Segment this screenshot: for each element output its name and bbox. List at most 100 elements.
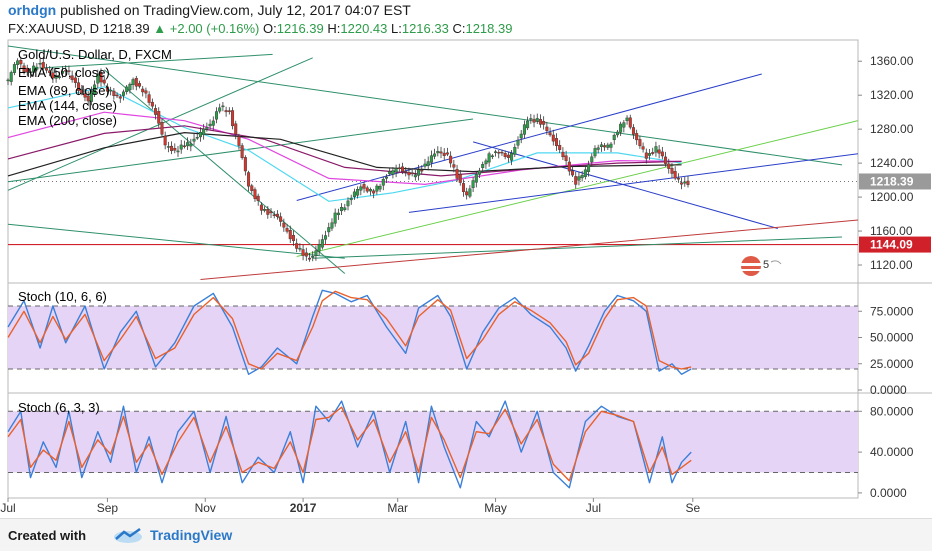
footer-bar: Created with TradingView: [0, 518, 932, 551]
candle-body: [131, 79, 135, 85]
candle-body: [224, 110, 228, 113]
trendline-green: [7, 223, 345, 259]
candle-body: [359, 186, 363, 191]
candle-body: [73, 77, 77, 83]
candle-body: [54, 74, 58, 79]
candle-body: [61, 70, 65, 74]
time-tick-label: Nov: [195, 501, 216, 515]
candle-body: [676, 178, 680, 180]
stoch-tick-label: 0.0000: [870, 486, 907, 500]
price-tick-label: 1120.00: [870, 258, 913, 272]
candle-body: [9, 72, 13, 82]
candle-body: [64, 70, 68, 72]
candle-body: [317, 244, 321, 252]
candle-body: [519, 133, 523, 139]
last-price-label: 1218.39: [870, 174, 914, 188]
candle-body: [141, 88, 145, 93]
candle-body: [542, 121, 546, 125]
high-value: 1220.43: [340, 21, 388, 36]
candle-body: [83, 93, 87, 98]
candle-body: [253, 189, 257, 199]
candle-body: [487, 153, 491, 163]
candle-body: [516, 139, 520, 146]
level-price-label: 1144.09: [870, 238, 913, 252]
candle-body: [237, 136, 241, 146]
candle-body: [622, 122, 626, 128]
candle-body: [538, 119, 542, 125]
candle-body: [243, 157, 247, 172]
ema-line: [7, 131, 682, 177]
candle-body: [461, 183, 465, 192]
candle-body: [503, 153, 507, 157]
candle-body: [198, 131, 202, 138]
trendline-green: [7, 45, 843, 166]
chart-canvas[interactable]: 1360.00 1320.00 1280.00 1240.00 1200.00 1160.…: [0, 0, 932, 518]
low-label: L:: [391, 21, 402, 36]
candle-body: [205, 127, 209, 130]
open-value: 1216.39: [276, 21, 324, 36]
candle-body: [413, 174, 417, 178]
candle-body: [526, 120, 530, 129]
candle-body: [660, 151, 664, 157]
legend-ema50: EMA (50, close): [18, 65, 110, 80]
candle-body: [352, 191, 356, 198]
candle-body: [442, 152, 446, 156]
candle-body: [638, 139, 642, 147]
candle-body: [234, 123, 238, 135]
candle-body: [615, 131, 619, 136]
candle-body: [259, 204, 263, 211]
candle-body: [147, 94, 151, 103]
candle-body: [548, 132, 552, 136]
candle-body: [314, 250, 318, 256]
candle-body: [102, 79, 106, 84]
author-name[interactable]: orhdgn: [8, 2, 57, 18]
candle-body: [436, 151, 440, 154]
event-flag-icon[interactable]: 5: [741, 256, 782, 276]
candle-body: [269, 211, 273, 214]
candle-body: [384, 176, 388, 179]
candle-body: [497, 152, 501, 154]
candle-body: [227, 110, 231, 112]
candle-body: [401, 166, 405, 172]
close-value: 1218.39: [465, 21, 513, 36]
legend-ema89: EMA (89, close): [18, 83, 110, 98]
stoch-line: [7, 289, 692, 375]
candle-body: [44, 68, 48, 71]
candle-body: [189, 143, 193, 147]
candle-body: [458, 173, 462, 183]
candle-body: [48, 70, 52, 74]
candle-body: [388, 171, 392, 175]
candle-body: [410, 172, 414, 175]
candle-body: [564, 155, 568, 161]
candle-body: [558, 145, 562, 150]
price-tick-label: 1280.00: [870, 122, 914, 136]
chart-title: Gold/U.S. Dollar, D, FXCM: [18, 47, 172, 62]
candle-body: [298, 247, 302, 250]
candle-body: [157, 111, 161, 124]
candle-body: [449, 155, 453, 164]
candle-body: [275, 213, 279, 217]
candle-body: [407, 171, 411, 176]
candle-body: [625, 117, 629, 121]
tradingview-brand[interactable]: TradingView: [150, 527, 233, 543]
price-tick-label: 1160.00: [870, 224, 913, 238]
time-tick-label: May: [484, 501, 507, 515]
stoch2-title: Stoch (6, 3, 3): [18, 400, 100, 415]
candle-body: [96, 73, 100, 84]
candle-body: [561, 151, 565, 158]
candle-body: [596, 147, 600, 150]
candle-body: [295, 243, 299, 249]
candle-body: [67, 70, 71, 72]
candle-body: [513, 146, 517, 155]
candle-body: [291, 235, 295, 242]
candle-body: [182, 145, 186, 147]
candle-body: [70, 75, 74, 80]
candle-body: [465, 191, 469, 196]
candle-body: [333, 212, 337, 224]
candle-body: [603, 145, 607, 148]
candle-body: [250, 185, 254, 191]
candle-body: [266, 209, 270, 215]
stoch-tick-label: 25.0000: [870, 357, 914, 371]
candle-body: [247, 172, 251, 187]
candle-body: [599, 144, 603, 147]
